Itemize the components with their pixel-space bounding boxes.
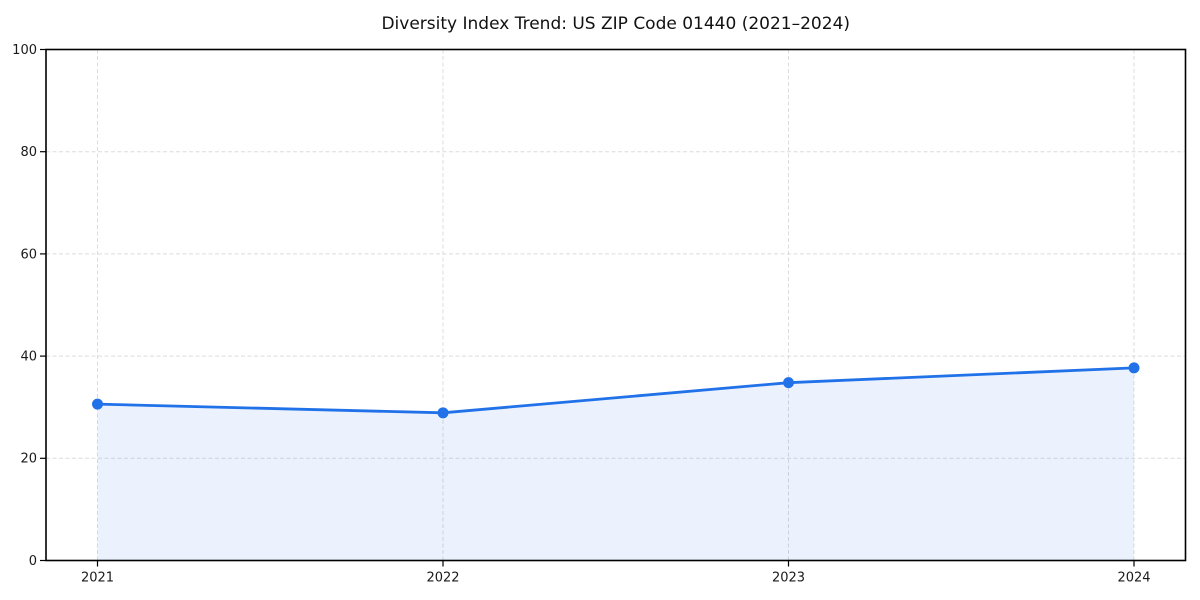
y-tick-label-40: 40: [20, 350, 37, 365]
data-point-2022: [437, 407, 449, 419]
data-point-2021: [92, 398, 103, 410]
axes-group: 0 20 40 60 80 100 2021 2022 2023 2024: [12, 43, 1187, 586]
data-point-2024: [1128, 362, 1140, 374]
y-tick-label-20: 20: [20, 452, 37, 467]
y-tick-label-60: 60: [20, 247, 37, 262]
gridlines-group: [46, 49, 1186, 561]
plot-border: [45, 48, 1187, 562]
x-tick-label-2024: 2024: [1117, 571, 1150, 586]
area-fill: [97, 367, 1134, 561]
x-tick-label-2022: 2022: [426, 571, 459, 586]
trend-line: [96, 366, 1136, 415]
y-tick-label-100: 100: [12, 43, 37, 58]
x-tick-label-2023: 2023: [772, 571, 805, 586]
chart-title: Diversity Index Trend: US ZIP Code 01440…: [381, 14, 850, 34]
y-tick-label-80: 80: [20, 145, 37, 160]
data-point-2023: [783, 377, 794, 389]
area-fill-group: [97, 367, 1134, 561]
y-tick-label-0: 0: [29, 554, 37, 569]
x-tick-label-2021: 2021: [81, 571, 114, 586]
trend-line-group: [92, 362, 1140, 419]
